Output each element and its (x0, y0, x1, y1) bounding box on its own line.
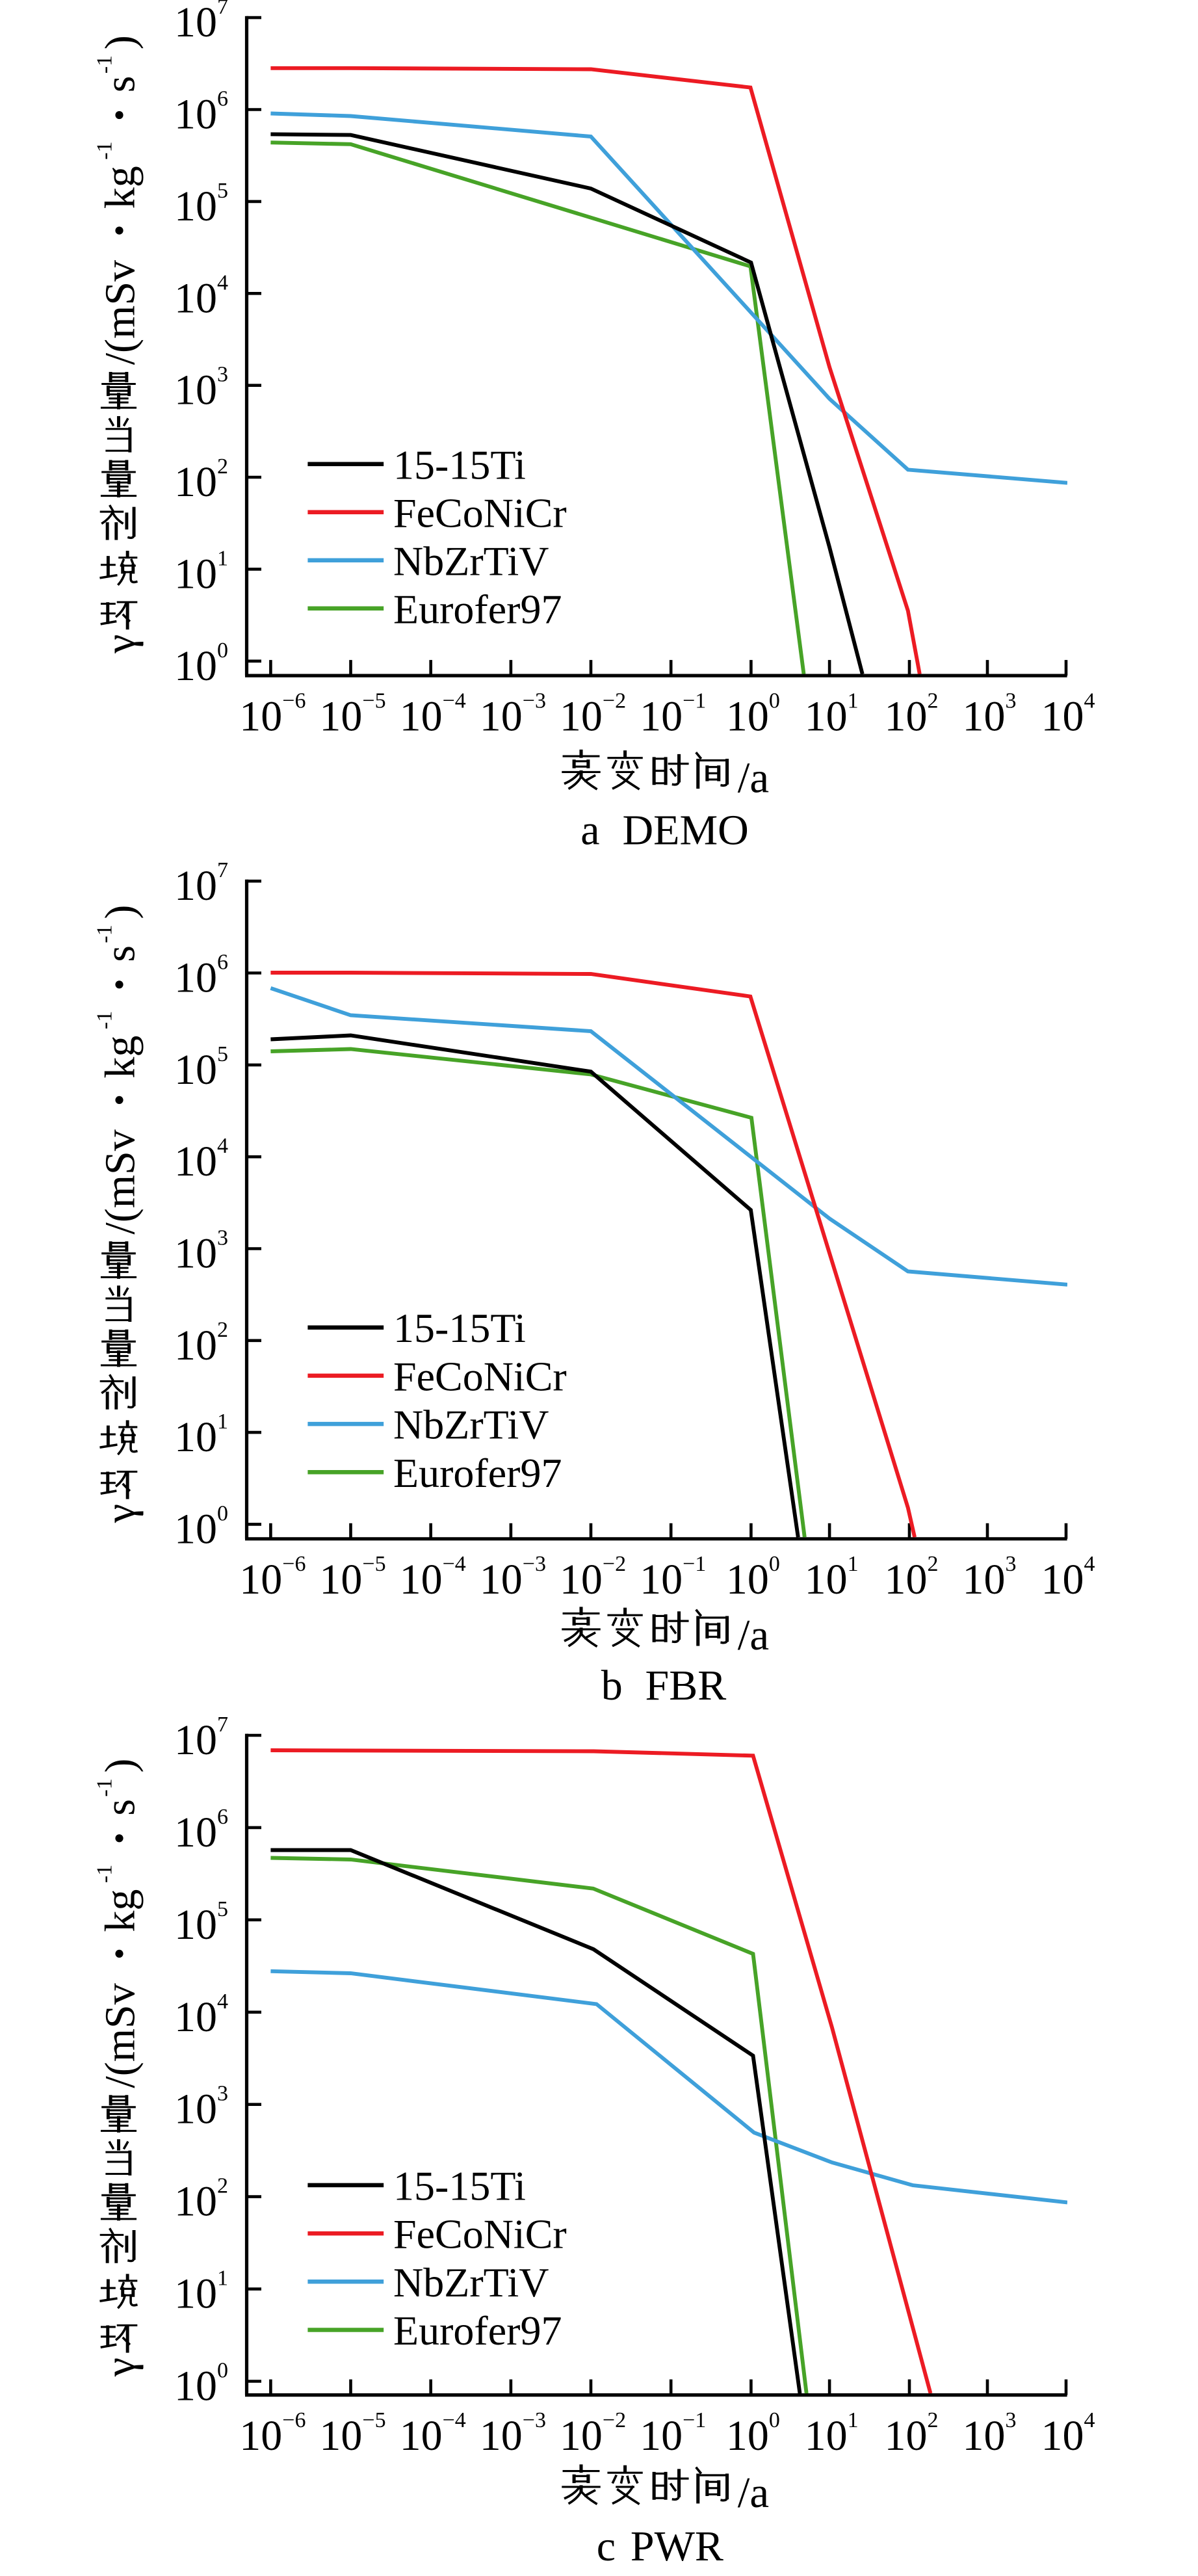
svg-text:/a: /a (738, 2469, 769, 2517)
svg-text:Eurofer97: Eurofer97 (393, 586, 562, 632)
svg-text:15-15Ti: 15-15Ti (393, 1305, 526, 1351)
svg-text:NbZrTiV: NbZrTiV (393, 1402, 549, 1448)
svg-text:/(mSv: /(mSv (97, 260, 144, 365)
svg-text:15-15Ti: 15-15Ti (393, 441, 526, 488)
svg-text:/a: /a (738, 1611, 769, 1659)
svg-text:Eurofer97: Eurofer97 (393, 1450, 562, 1496)
svg-text:FBR: FBR (645, 1662, 727, 1709)
svg-text:-1: -1 (93, 925, 117, 943)
svg-text:s: s (97, 945, 144, 962)
svg-text:-1: -1 (93, 141, 117, 159)
svg-text:kg: kg (97, 1889, 144, 1932)
svg-text:a: a (580, 807, 599, 854)
svg-text:γ: γ (97, 2358, 144, 2377)
svg-text:-1: -1 (93, 55, 117, 73)
svg-text:-1: -1 (93, 1778, 117, 1796)
svg-text:): ) (97, 905, 144, 919)
svg-text:PWR: PWR (631, 2523, 723, 2570)
svg-text:γ: γ (97, 1504, 144, 1523)
svg-text:10−6: 10−6 (239, 1552, 306, 1603)
svg-text:FeCoNiCr: FeCoNiCr (393, 490, 567, 536)
svg-text:15-15Ti: 15-15Ti (393, 2162, 526, 2209)
svg-text:kg: kg (97, 1036, 144, 1079)
svg-text:kg: kg (97, 166, 144, 209)
svg-text:NbZrTiV: NbZrTiV (393, 538, 549, 584)
svg-text:γ: γ (97, 635, 144, 654)
svg-text:DEMO: DEMO (623, 807, 749, 854)
svg-text:/(mSv: /(mSv (97, 1983, 144, 2088)
svg-text:s: s (97, 1799, 144, 1816)
svg-text:Eurofer97: Eurofer97 (393, 2307, 562, 2354)
svg-text:s: s (97, 76, 144, 93)
svg-text:): ) (97, 35, 144, 49)
svg-text:NbZrTiV: NbZrTiV (393, 2259, 549, 2306)
svg-text:b: b (601, 1662, 623, 1709)
svg-text:c: c (597, 2523, 616, 2570)
svg-text:): ) (97, 1759, 144, 1773)
svg-text:/a: /a (738, 754, 769, 802)
svg-text:/(mSv: /(mSv (97, 1129, 144, 1234)
svg-text:FeCoNiCr: FeCoNiCr (393, 1353, 567, 1399)
svg-text:FeCoNiCr: FeCoNiCr (393, 2211, 567, 2257)
svg-text:-1: -1 (93, 1865, 117, 1883)
svg-text:-1: -1 (93, 1011, 117, 1029)
